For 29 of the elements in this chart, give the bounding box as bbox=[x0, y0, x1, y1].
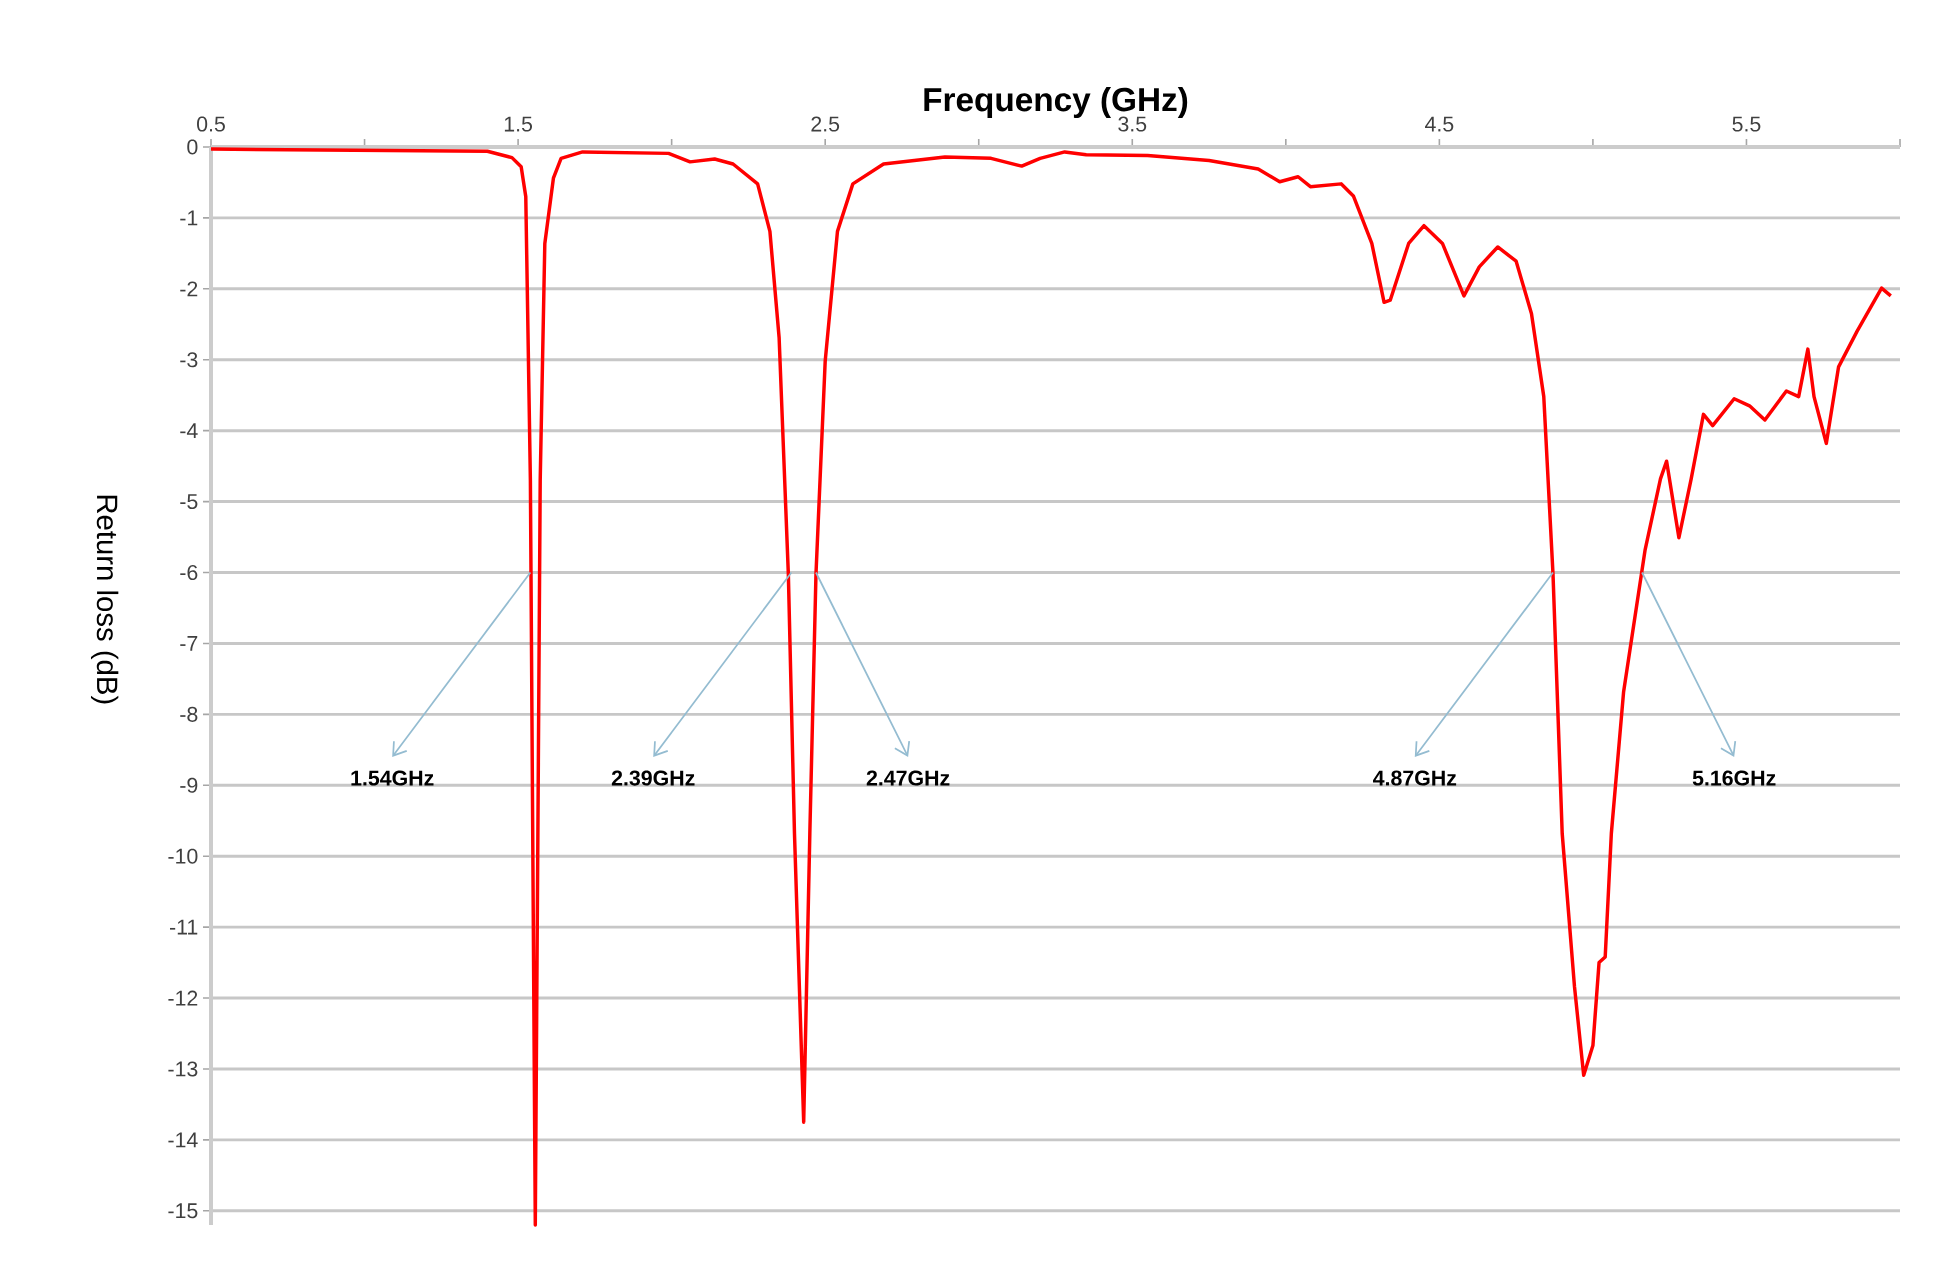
y-tick-label: -15 bbox=[168, 1203, 198, 1219]
annotation: 2.47GHz bbox=[866, 770, 950, 786]
y-tick-label: -7 bbox=[180, 636, 198, 651]
x-tick-label: 0.5 bbox=[197, 116, 225, 132]
y-tick-label: 0 bbox=[187, 139, 198, 155]
y-tick-label: -3 bbox=[180, 352, 198, 368]
y-axis-title: Return loss (dB) bbox=[90, 495, 119, 704]
annotation: 5.16GHz bbox=[1692, 770, 1776, 786]
x-tick-label: 1.5 bbox=[504, 116, 533, 132]
y-tick-label: -6 bbox=[180, 564, 198, 581]
y-tick-label: -13 bbox=[168, 1061, 198, 1077]
x-tick-label: 5.5 bbox=[1732, 116, 1761, 132]
x-tick-label: 3.5 bbox=[1118, 116, 1147, 132]
annotation: 2.39GHz bbox=[611, 770, 695, 786]
y-tick-label: -10 bbox=[168, 848, 198, 864]
x-axis-title: Frequency (GHz) bbox=[924, 86, 1188, 119]
y-tick-label: -11 bbox=[169, 919, 198, 935]
y-tick-label: -1 bbox=[180, 210, 198, 226]
y-tick-label: -9 bbox=[180, 777, 198, 793]
y-tick-label: -2 bbox=[180, 281, 198, 297]
annotation: 1.54GHz bbox=[351, 770, 434, 786]
y-tick-label: -8 bbox=[180, 706, 198, 722]
y-tick-label: -4 bbox=[180, 423, 198, 438]
annotation: 4.87GHz bbox=[1373, 770, 1457, 786]
y-tick-label: -5 bbox=[180, 494, 198, 510]
y-tick-label: -12 bbox=[168, 990, 198, 1006]
y-tick-label: -14 bbox=[168, 1132, 198, 1148]
x-tick-label: 4.5 bbox=[1425, 116, 1454, 132]
x-tick-label: 2.5 bbox=[811, 116, 840, 132]
